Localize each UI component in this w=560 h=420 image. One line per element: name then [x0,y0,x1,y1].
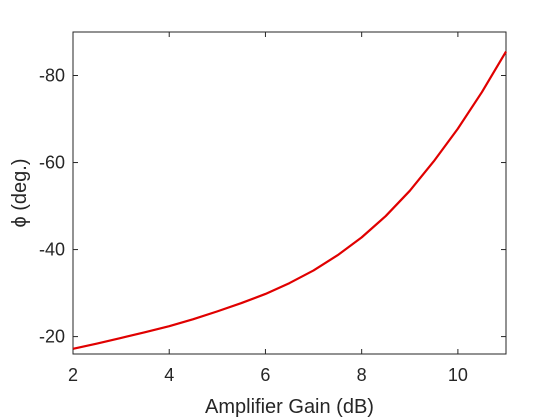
y-tick-label: -60 [39,153,65,173]
y-tick-label: -80 [39,66,65,86]
x-tick-label: 6 [260,365,270,385]
series-line-0 [72,51,507,350]
y-tick-label: -40 [39,240,65,260]
y-tick-label: -20 [39,327,65,347]
x-axis-label: Amplifier Gain (dB) [205,396,374,418]
series-layer [72,51,507,350]
x-tick-label: 8 [357,365,367,385]
y-axis-label: ϕ (deg.) [9,158,31,227]
plot-area [72,31,507,355]
x-tick-label: 10 [448,365,468,385]
x-tick-label: 4 [164,365,174,385]
x-axis-ticks: 2 4 6 8 10 [68,32,468,385]
x-tick-label: 2 [68,365,78,385]
plot-frame [72,31,507,355]
y-axis-ticks: -20 -40 -60 -80 [39,66,506,347]
